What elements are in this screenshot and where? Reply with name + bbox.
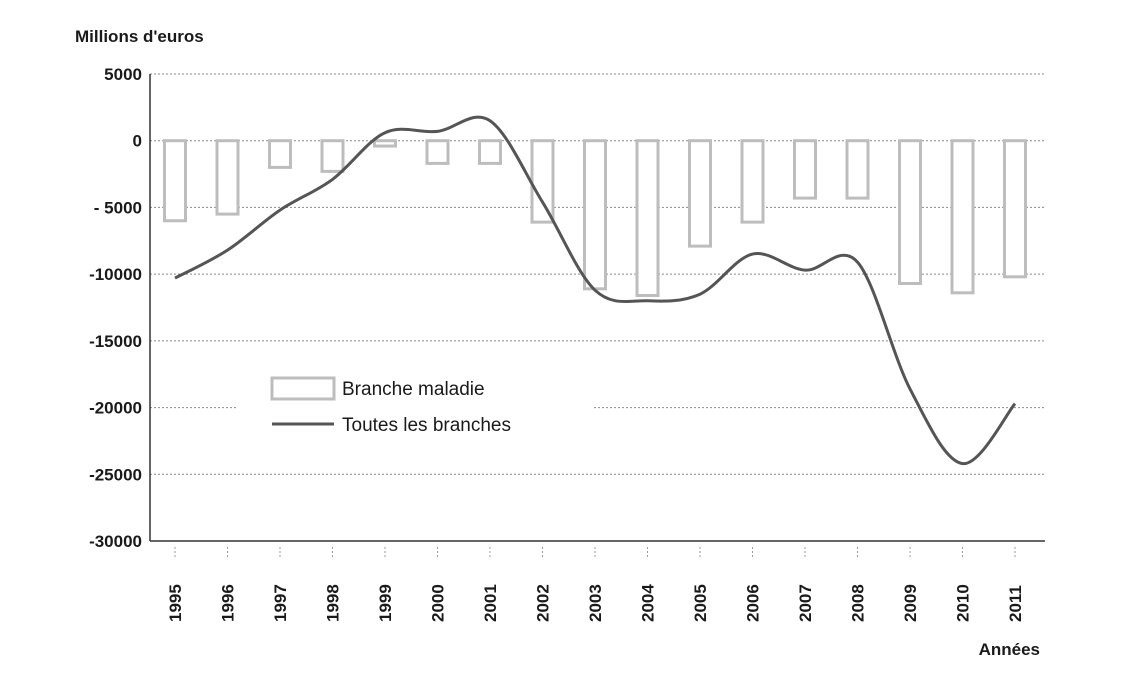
grid-lines	[150, 73, 1045, 475]
x-tick-label: 2001	[481, 584, 500, 622]
bar-branche-maladie	[268, 139, 292, 169]
legend-background	[237, 362, 592, 447]
bar-branche-maladie	[1003, 139, 1027, 279]
bar-branche-maladie	[583, 139, 607, 291]
x-tick-label: 1999	[376, 584, 395, 622]
bar-branche-maladie	[845, 139, 870, 200]
bar-branche-maladie	[163, 139, 187, 223]
y-tick-label: 5000	[104, 65, 142, 84]
bar-branche-maladie	[373, 139, 397, 148]
bar-branche-maladie	[688, 139, 712, 248]
bar-branche-maladie	[320, 139, 345, 173]
bar-series	[163, 139, 1027, 297]
y-tick-label: - 5000	[94, 198, 142, 217]
bar-branche-maladie	[215, 139, 240, 216]
x-tick-labels: 1995 1996 1997 1998 1999 2000 2001 2002 2003 2004…	[166, 547, 1025, 622]
x-tick-label: 2006	[744, 584, 763, 622]
x-tick-label: 1997	[271, 584, 290, 622]
bar-branche-maladie	[740, 139, 765, 224]
y-tick-label: -10000	[89, 265, 142, 284]
x-tick-label: 1998	[324, 584, 343, 622]
y-tick-label: -15000	[89, 332, 142, 351]
x-tick-label: 2011	[1006, 585, 1025, 622]
line-toutes-les-branches	[174, 115, 1017, 466]
x-tick-label: 1996	[219, 584, 238, 622]
legend-label-line: Toutes les branches	[342, 415, 511, 436]
x-tick-label: 2007	[796, 584, 815, 622]
x-tick-label: 2000	[429, 584, 448, 622]
legend-bar-swatch	[270, 376, 336, 401]
y-tick-label: -25000	[89, 465, 142, 484]
x-axis-title: Années	[979, 640, 1040, 659]
legend-label-bars: Branche maladie	[342, 379, 485, 400]
x-tick-label: 1995	[166, 584, 185, 622]
y-tick-label: -30000	[89, 532, 142, 551]
bar-branche-maladie	[530, 139, 555, 224]
line-series	[174, 115, 1017, 466]
x-tick-label: 2004	[639, 584, 658, 622]
bar-branche-maladie	[635, 139, 660, 297]
x-tick-label: 2010	[954, 584, 973, 622]
x-tick-label: 2009	[901, 584, 920, 622]
y-tick-label: 0	[133, 132, 142, 151]
bar-branche-maladie	[950, 139, 975, 295]
axes	[149, 74, 1045, 542]
x-tick-label: 2002	[534, 584, 553, 622]
y-tick-label: -20000	[89, 399, 142, 418]
x-tick-label: 2003	[586, 584, 605, 622]
bar-branche-maladie	[478, 139, 502, 165]
bar-branche-maladie	[425, 139, 450, 165]
bar-branche-maladie	[898, 139, 922, 285]
x-tick-label: 2005	[691, 584, 710, 622]
x-tick-label: 2008	[849, 584, 868, 622]
bar-branche-maladie	[793, 139, 817, 200]
legend: Branche maladie Toutes les branches	[270, 376, 511, 436]
y-axis-title: Millions d'euros	[75, 27, 204, 46]
y-tick-labels: 5000 0 - 5000 -10000 -15000 -20000 -25000 -3000…	[89, 65, 142, 551]
